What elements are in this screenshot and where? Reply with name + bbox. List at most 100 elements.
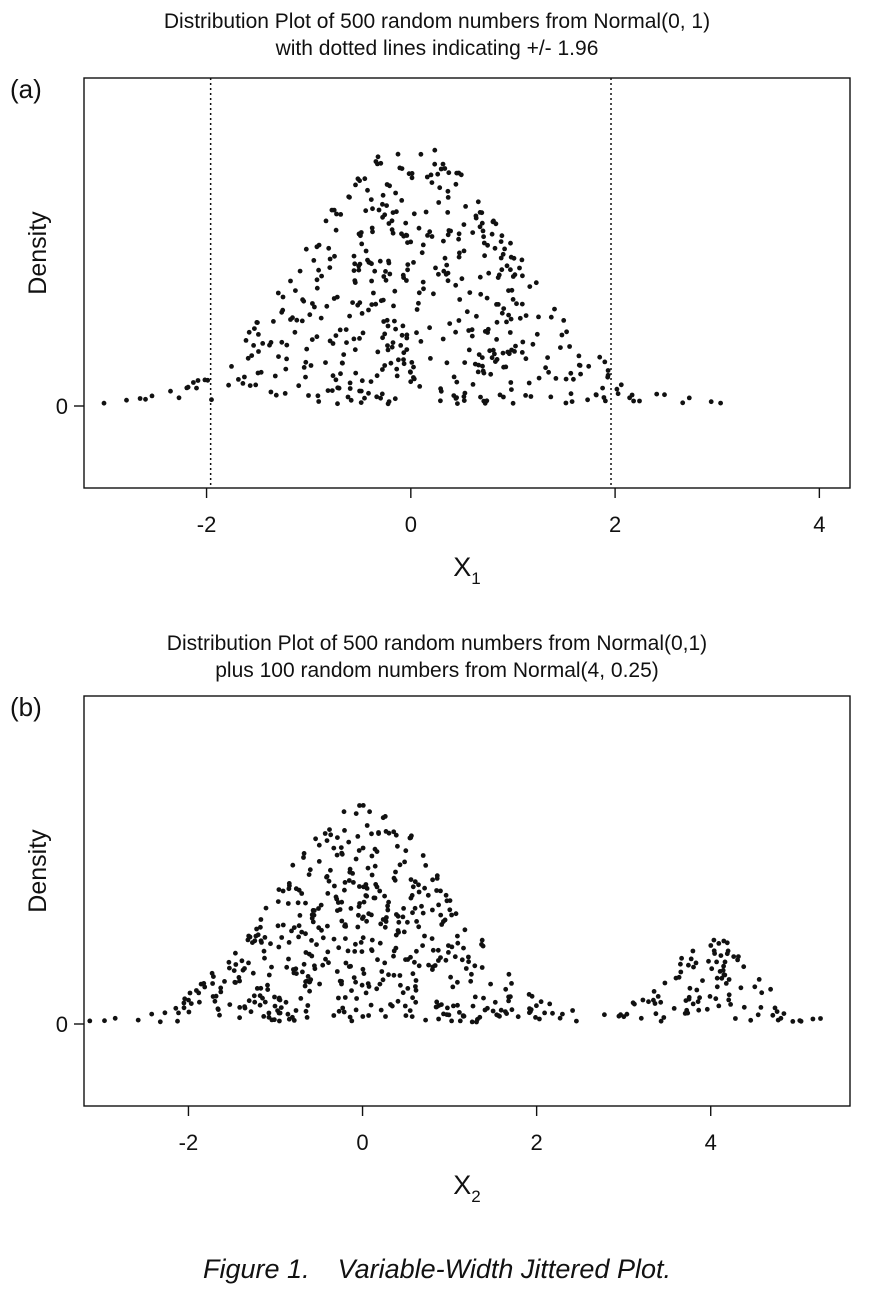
x-tick-label: -2	[197, 512, 217, 537]
data-point	[508, 316, 514, 322]
data-point	[275, 290, 281, 296]
data-point	[188, 1001, 194, 1006]
data-point	[396, 357, 401, 363]
data-point	[314, 244, 320, 250]
data-point	[311, 258, 317, 263]
data-point	[305, 974, 311, 979]
data-point	[426, 962, 431, 968]
data-point	[327, 338, 333, 344]
data-point	[497, 392, 503, 398]
data-point	[286, 881, 292, 886]
data-point	[254, 986, 260, 991]
plot-frame	[83, 695, 851, 1107]
data-point	[691, 964, 696, 970]
data-point	[361, 884, 367, 890]
data-point	[457, 1018, 463, 1024]
data-point	[653, 1011, 659, 1017]
data-point	[714, 984, 720, 990]
x-axis-label-subscript: 1	[471, 569, 480, 588]
data-point	[181, 1005, 187, 1011]
data-point	[444, 262, 450, 268]
data-point	[486, 270, 492, 276]
data-point	[383, 829, 389, 834]
data-point	[351, 253, 357, 259]
data-point	[323, 360, 328, 365]
data-point	[529, 993, 535, 999]
data-point	[196, 990, 202, 996]
data-point	[419, 250, 425, 256]
data-point	[398, 982, 403, 988]
x-tick-label: 2	[531, 1130, 543, 1155]
data-point	[316, 267, 321, 273]
data-point	[237, 1015, 243, 1021]
data-point	[187, 990, 193, 996]
data-point	[405, 262, 411, 267]
data-point	[314, 334, 320, 340]
data-point	[359, 982, 365, 988]
data-point	[296, 923, 302, 929]
data-point	[309, 938, 314, 943]
data-point	[191, 380, 196, 385]
data-point	[472, 994, 478, 1000]
data-point	[334, 969, 340, 974]
data-point	[726, 977, 732, 982]
data-point	[245, 355, 251, 361]
data-point	[467, 290, 473, 295]
data-point	[382, 924, 388, 930]
data-point	[476, 352, 482, 357]
data-point	[336, 1008, 342, 1014]
data-point	[414, 330, 419, 336]
data-point	[708, 943, 714, 948]
data-point	[416, 924, 422, 930]
data-point	[265, 987, 271, 992]
data-point	[299, 929, 305, 935]
data-point	[295, 900, 301, 906]
data-point	[790, 1019, 796, 1024]
data-point	[752, 984, 758, 990]
data-point	[385, 907, 391, 913]
data-point	[379, 391, 385, 397]
data-point	[615, 391, 621, 397]
data-point	[461, 398, 467, 403]
data-point	[508, 254, 514, 260]
data-point	[303, 900, 308, 906]
data-point	[262, 999, 268, 1005]
data-point	[339, 918, 345, 924]
data-point	[258, 985, 264, 991]
data-point	[466, 959, 471, 965]
data-point	[490, 347, 496, 353]
data-point	[380, 192, 386, 198]
data-point	[602, 359, 608, 365]
data-point	[461, 394, 467, 399]
data-point	[538, 999, 544, 1005]
data-point	[280, 888, 286, 894]
data-point	[449, 912, 454, 918]
data-point	[289, 928, 294, 934]
data-point	[327, 265, 333, 270]
x-tick-label: 4	[705, 1130, 717, 1155]
data-point	[247, 383, 253, 388]
data-point	[290, 862, 296, 868]
data-point	[411, 211, 417, 217]
data-point	[358, 388, 364, 394]
data-point	[458, 172, 464, 178]
data-point	[731, 954, 737, 959]
data-point	[276, 354, 281, 359]
data-point	[323, 218, 329, 224]
data-point	[422, 933, 427, 939]
data-point	[358, 940, 364, 945]
data-point	[401, 361, 407, 367]
data-point	[271, 319, 276, 324]
data-point	[252, 999, 258, 1005]
data-point	[600, 385, 605, 391]
data-point	[299, 891, 305, 896]
data-point	[280, 922, 286, 928]
data-point	[432, 161, 438, 167]
data-point	[341, 1009, 347, 1015]
data-point	[308, 363, 314, 368]
data-point	[312, 963, 317, 969]
data-point	[255, 932, 261, 938]
data-point	[655, 994, 661, 999]
data-point	[661, 1015, 667, 1020]
data-point	[523, 393, 528, 398]
